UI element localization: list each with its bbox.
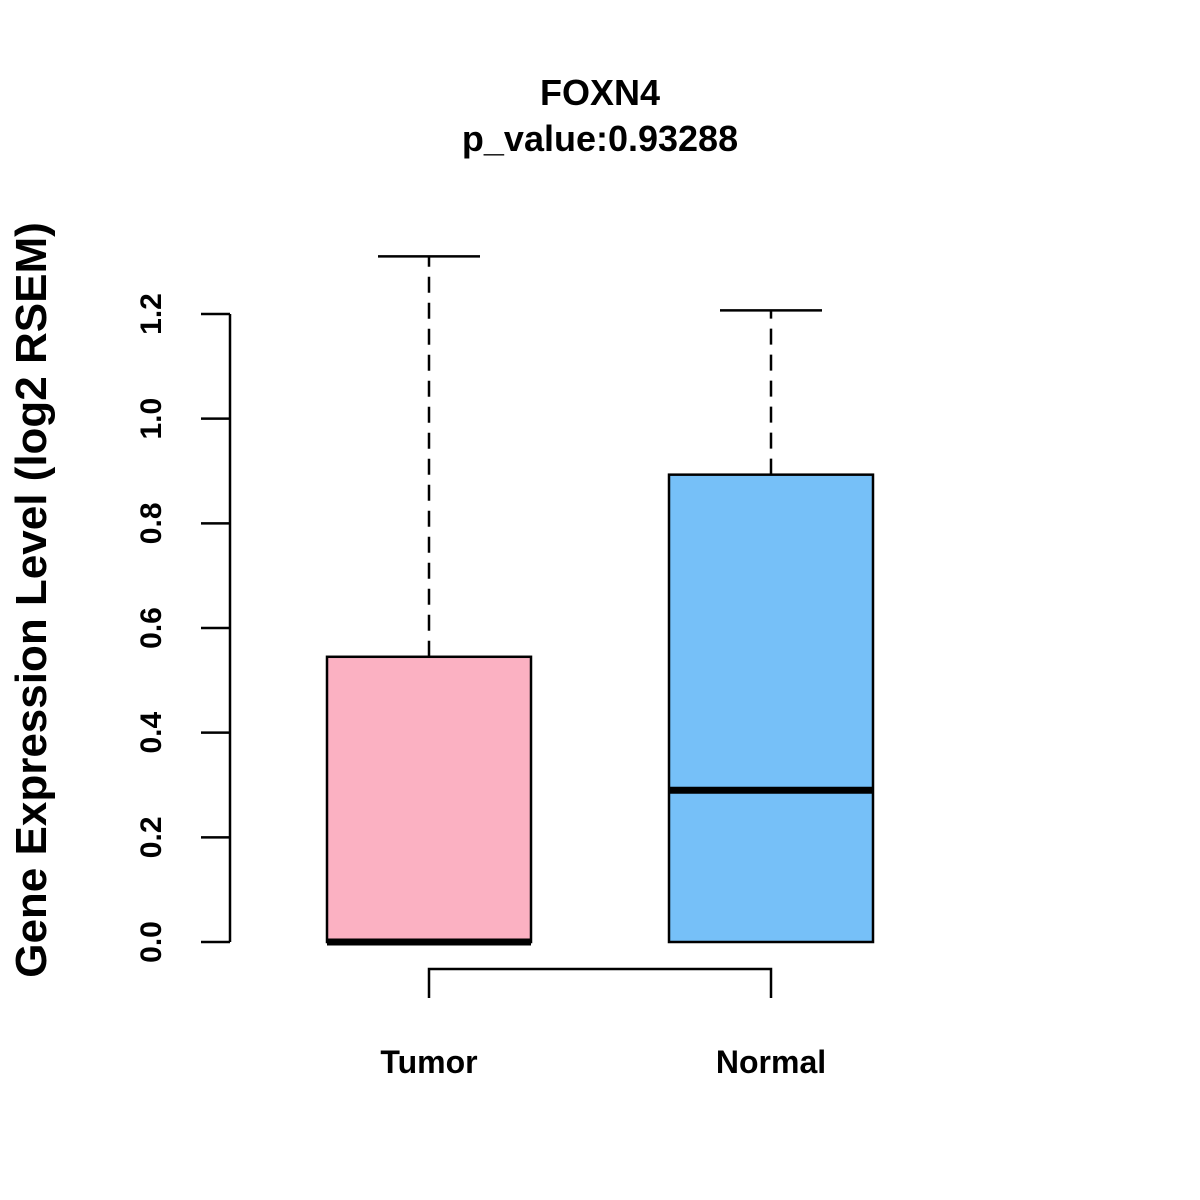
x-axis-labels: Tumor Normal xyxy=(380,1044,826,1080)
bracket-line xyxy=(427,967,773,998)
box-body xyxy=(325,655,533,944)
x-label-normal: Normal xyxy=(716,1044,826,1080)
box-tumor xyxy=(325,255,533,946)
y-tick-label: 0.8 xyxy=(135,502,168,544)
y-axis-label: Gene Expression Level (log2 RSEM) xyxy=(7,222,56,978)
box-normal xyxy=(667,309,875,944)
y-tick-label: 0.2 xyxy=(135,816,168,858)
boxes xyxy=(325,255,875,946)
chart-title: FOXN4 xyxy=(540,72,660,113)
y-tick-label: 0.4 xyxy=(135,712,168,754)
y-tick-label: 0.0 xyxy=(135,921,168,963)
y-tick-label: 0.6 xyxy=(135,607,168,649)
y-axis: 0.0 0.2 0.4 0.6 0.8 1.0 1.2 xyxy=(135,293,232,963)
x-label-tumor: Tumor xyxy=(380,1044,477,1080)
comparison-bracket xyxy=(427,967,773,998)
chart-subtitle: p_value:0.93288 xyxy=(462,118,738,159)
box-body xyxy=(667,473,875,944)
y-tick-label: 1.0 xyxy=(135,398,168,440)
y-tick-label: 1.2 xyxy=(135,293,168,335)
